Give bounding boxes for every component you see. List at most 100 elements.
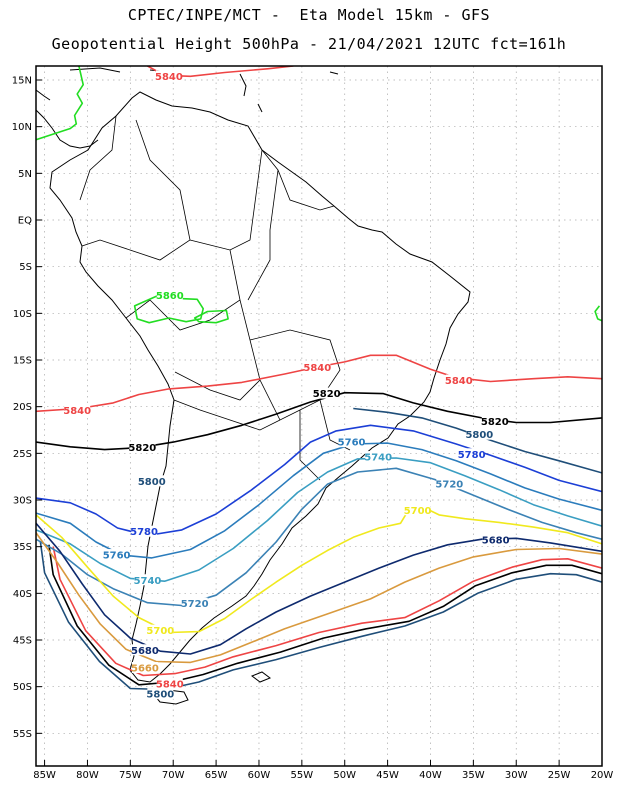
contour-label-5780: 5780 xyxy=(130,527,158,538)
contour-line-5780 xyxy=(36,424,602,537)
contour-label-bg xyxy=(64,404,91,416)
lat-tick-label: 5S xyxy=(19,262,32,273)
lon-tick-label: 20W xyxy=(591,770,614,781)
contour-label-5840: 5840 xyxy=(156,679,184,690)
south-america-coastline xyxy=(49,91,471,683)
contour-label-bg xyxy=(181,597,208,609)
lon-tick-label: 60W xyxy=(248,770,271,781)
contour-line-5820 xyxy=(48,544,602,686)
lon-tick-label: 70W xyxy=(162,770,185,781)
contour-label-bg xyxy=(147,624,174,636)
contour-label-bg xyxy=(365,451,392,463)
lat-tick-label: 40S xyxy=(13,589,32,600)
contour-label-5760: 5760 xyxy=(103,551,131,562)
contour-label-bg xyxy=(313,387,340,399)
contour-label-5800: 5800 xyxy=(146,690,174,701)
lon-tick-label: 35W xyxy=(462,770,485,781)
contour-label-5840: 5840 xyxy=(155,72,183,83)
contour-label-bg xyxy=(131,644,158,656)
contour-label-5740: 5740 xyxy=(364,453,392,464)
lon-tick-label: 40W xyxy=(419,770,442,781)
lon-tick-label: 30W xyxy=(505,770,528,781)
contour-label-bg xyxy=(338,436,365,448)
contour-label-bg xyxy=(466,428,493,440)
contour-label-bg xyxy=(129,441,156,453)
contour-label-5720: 5720 xyxy=(181,599,209,610)
coastlines-and-borders xyxy=(36,67,471,705)
lon-tick-label: 75W xyxy=(119,770,142,781)
contour-label-5720: 5720 xyxy=(435,480,463,491)
contour-label-bg xyxy=(103,549,130,561)
contour-label-5820: 5820 xyxy=(128,443,156,454)
contour-line-5660 xyxy=(36,532,602,664)
contour-label-bg xyxy=(404,504,431,516)
contour-line-5820 xyxy=(36,391,602,451)
lat-tick-label: 25S xyxy=(13,449,32,460)
contour-line-5720 xyxy=(36,467,602,607)
lat-tick-label: 15S xyxy=(13,356,32,367)
lat-tick-label: 15N xyxy=(12,76,32,87)
lon-tick-label: 65W xyxy=(205,770,228,781)
contour-labels: 5860 5840 5840 5840 5840 5840 5820 5820 5820 5800… xyxy=(63,70,510,701)
contour-label-bg xyxy=(147,688,174,700)
lon-tick-label: 55W xyxy=(291,770,314,781)
contour-label-5800: 5800 xyxy=(138,477,166,488)
lat-tick-label: 10S xyxy=(13,309,32,320)
contour-label-5840: 5840 xyxy=(445,376,473,387)
lon-tick-label: 80W xyxy=(76,770,99,781)
lon-tick-label: 25W xyxy=(548,770,571,781)
contour-label-bg xyxy=(445,374,472,386)
contour-line-5740 xyxy=(36,457,602,582)
contour-label-5840: 5840 xyxy=(63,406,91,417)
contour-label-5860: 5860 xyxy=(156,291,184,302)
lat-tick-label: 45S xyxy=(13,636,32,647)
contour-label-bg xyxy=(131,525,158,537)
contour-line-5860 xyxy=(594,305,602,322)
falkland-islands xyxy=(250,671,272,683)
contour-label-5680: 5680 xyxy=(482,536,510,547)
height-contours xyxy=(36,66,602,691)
lat-tick-label: EQ xyxy=(18,216,32,227)
contour-label-5820: 5820 xyxy=(481,417,509,428)
country-borders xyxy=(79,115,351,481)
contour-line-5860 xyxy=(36,66,84,141)
contour-label-5660: 5660 xyxy=(131,664,159,675)
lat-tick-label: 50S xyxy=(13,682,32,693)
contour-label-5740: 5740 xyxy=(134,576,162,587)
contour-label-bg xyxy=(138,475,165,487)
contour-line-5840 xyxy=(52,546,602,677)
contour-label-5700: 5700 xyxy=(404,506,432,517)
map-title-line2: Geopotential Height 500hPa - 21/04/2021 … xyxy=(51,35,567,53)
contour-label-5700: 5700 xyxy=(146,626,174,637)
contour-loop-5860 xyxy=(193,309,229,324)
lat-lon-gridlines xyxy=(36,66,603,766)
lat-tick-label: 5N xyxy=(18,169,32,180)
map-frame xyxy=(35,65,603,767)
contour-line-5800 xyxy=(39,540,602,691)
central-america xyxy=(36,89,99,149)
contour-label-5840: 5840 xyxy=(303,363,331,374)
contour-label-bg xyxy=(156,677,183,689)
lon-tick-label: 50W xyxy=(333,770,356,781)
axis-tick-labels: 15N 10N 5N EQ 5S 10S 15S 20S 25S 30S 35S 40S 45S 50S 5… xyxy=(12,76,614,782)
contour-label-bg xyxy=(436,478,463,490)
contour-label-5760: 5760 xyxy=(338,438,366,449)
contour-label-bg xyxy=(155,70,182,82)
contour-label-bg xyxy=(458,448,485,460)
lat-tick-label: 35S xyxy=(13,542,32,553)
lat-tick-label: 55S xyxy=(13,729,32,740)
lat-tick-label: 20S xyxy=(13,402,32,413)
contour-label-5680: 5680 xyxy=(131,646,159,657)
lat-tick-label: 30S xyxy=(13,496,32,507)
contour-label-bg xyxy=(156,289,183,301)
contour-label-bg xyxy=(481,415,508,427)
lon-tick-label: 85W xyxy=(33,770,56,781)
contour-label-bg xyxy=(131,662,158,673)
contour-label-5820: 5820 xyxy=(313,389,341,400)
contour-label-5780: 5780 xyxy=(458,450,486,461)
contour-line-5700 xyxy=(36,505,602,634)
lon-tick-label: 45W xyxy=(376,770,399,781)
map-title-line1: CPTEC/INPE/MCT - Eta Model 15km - GFS xyxy=(127,6,491,24)
contour-label-bg xyxy=(304,361,331,373)
